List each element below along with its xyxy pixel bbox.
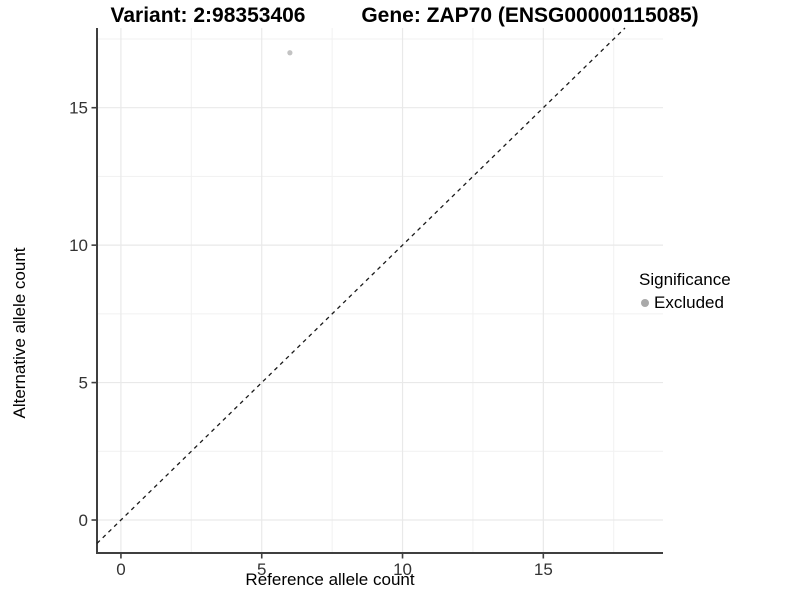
legend-title: Significance [639, 270, 731, 289]
legend-entry-excluded: Excluded [639, 293, 731, 313]
variant-title: Variant: 2:98353406 [110, 4, 306, 27]
legend: Significance Excluded [639, 270, 731, 313]
data-point [287, 50, 293, 56]
x-axis-title: Reference allele count [245, 570, 415, 589]
x-tick-label: 5 [257, 560, 266, 579]
y-tick-label: 0 [79, 511, 88, 530]
x-tick-label: 15 [534, 560, 553, 579]
y-tick-label: 15 [69, 99, 88, 118]
y-tick-label: 10 [69, 236, 88, 255]
identity-reference-line [96, 27, 626, 544]
gene-title: Gene: ZAP70 (ENSG00000115085) [361, 4, 699, 27]
x-tick-label: 10 [393, 560, 412, 579]
x-tick-label: 0 [116, 560, 125, 579]
legend-key-dot-icon [641, 299, 649, 307]
legend-entry-label: Excluded [654, 293, 724, 312]
y-tick-label: 5 [79, 374, 88, 393]
